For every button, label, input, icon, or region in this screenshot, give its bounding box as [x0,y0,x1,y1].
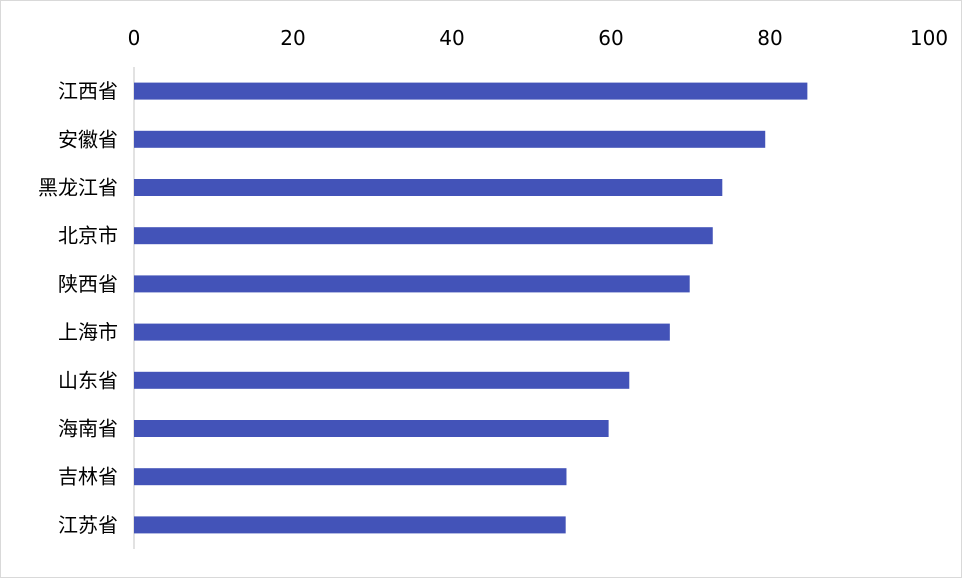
bar [134,323,670,341]
x-tick-label: 60 [598,26,623,50]
x-tick-label: 0 [128,26,141,50]
category-label: 山东省 [58,368,118,392]
bar [134,179,723,196]
category-label: 上海市 [58,320,118,344]
category-label: 吉林省 [58,465,118,489]
category-label: 江西省 [58,79,118,103]
bar [134,275,690,293]
bar [134,468,567,486]
bar [134,516,566,534]
bar [134,420,609,437]
bar [134,227,713,245]
bar [134,130,766,148]
x-axis-ticks: 0 20 40 60 80 100 [128,26,948,50]
x-tick-label: 40 [439,26,464,50]
bars [134,82,808,534]
bar [134,371,630,389]
bar [134,82,808,100]
x-tick-label: 100 [910,26,948,50]
category-label: 黑龙江省 [38,176,118,200]
x-tick-label: 20 [280,26,305,50]
category-label: 海南省 [58,417,118,441]
category-label: 江苏省 [58,513,118,537]
category-label: 陕西省 [58,272,118,296]
x-tick-label: 80 [757,26,782,50]
category-label: 北京市 [58,224,118,248]
category-label: 安徽省 [58,127,118,151]
